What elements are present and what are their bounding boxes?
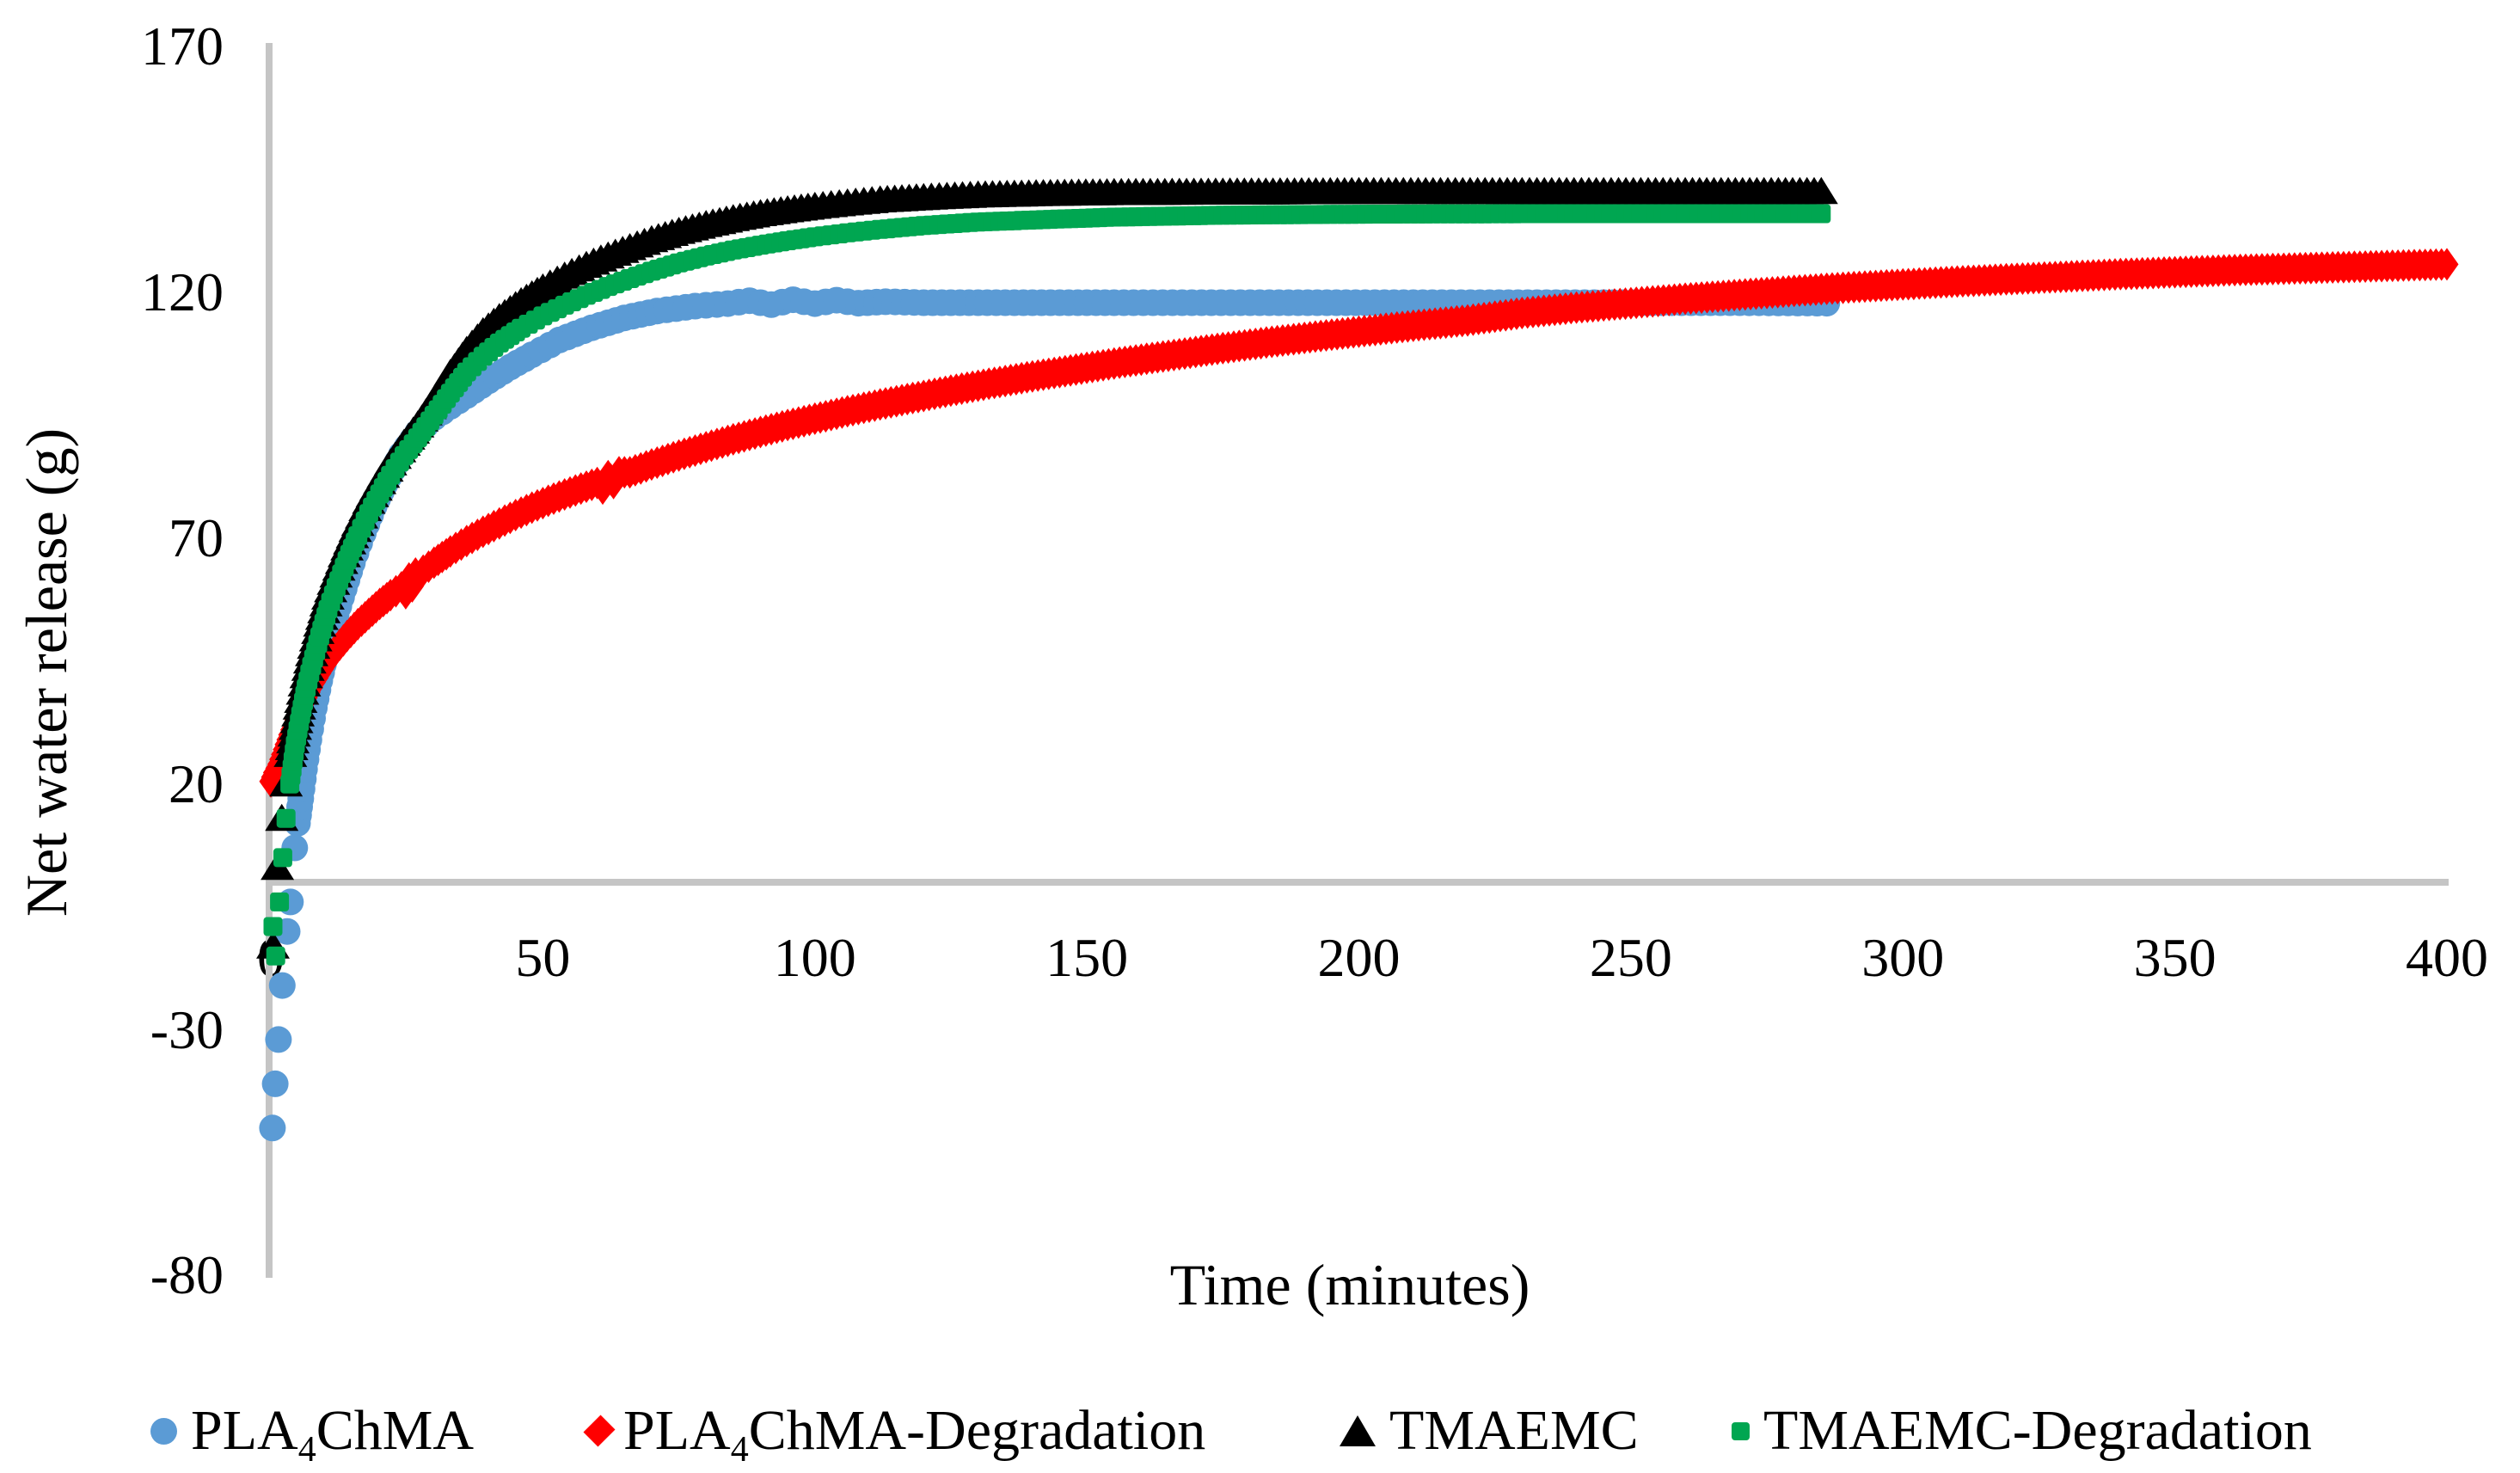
- y-tick-label: 170: [141, 15, 224, 77]
- y-tick-label: -30: [150, 998, 224, 1060]
- x-tick-label: 150: [1045, 927, 1129, 988]
- x-tick-label: 250: [1589, 927, 1672, 988]
- x-tick-label: 300: [1861, 927, 1945, 988]
- y-tick-label: -80: [150, 1244, 224, 1306]
- x-tick-label: 400: [2406, 927, 2488, 988]
- y-tick-label: 20: [169, 752, 224, 814]
- y-tick-label: 70: [169, 506, 224, 568]
- series-PLA4ChMA: [259, 286, 1841, 1142]
- x-tick-label: 50: [515, 927, 571, 988]
- data-series-layer: [256, 176, 2459, 1142]
- x-tick-label: 200: [1317, 927, 1401, 988]
- x-tick-label: 100: [773, 927, 856, 988]
- y-axis-line: [266, 43, 273, 1278]
- x-tick-label: 350: [2133, 927, 2216, 988]
- y-tick-label: 120: [141, 261, 224, 322]
- x-axis-line: [266, 879, 2449, 886]
